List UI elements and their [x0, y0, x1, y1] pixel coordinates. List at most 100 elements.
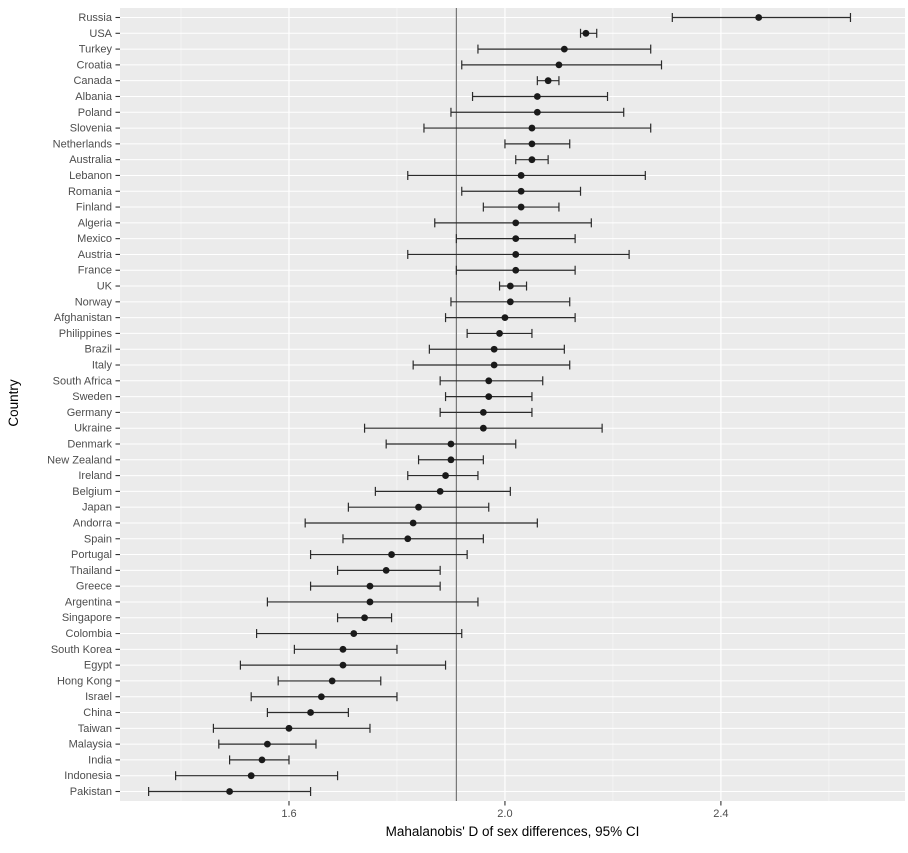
y-tick-label: Hong Kong	[57, 675, 112, 687]
y-tick-label: Russia	[78, 12, 113, 24]
y-tick-label: Albania	[75, 91, 113, 103]
data-point	[490, 361, 498, 369]
x-tick-label: 2.4	[713, 808, 728, 820]
data-point	[350, 630, 358, 637]
data-point	[258, 756, 266, 764]
y-tick-label: USA	[89, 28, 112, 40]
data-point	[404, 535, 412, 543]
data-point	[528, 124, 536, 132]
data-point	[533, 93, 541, 100]
data-point	[755, 14, 763, 21]
data-point	[479, 424, 487, 432]
y-tick-label: Brazil	[84, 344, 112, 356]
data-point	[409, 519, 417, 527]
data-point	[307, 709, 314, 716]
data-point	[512, 266, 520, 274]
y-tick-label: Lebanon	[69, 170, 112, 182]
data-point	[388, 551, 395, 558]
data-point	[366, 598, 374, 606]
y-tick-label: Canada	[73, 75, 112, 87]
y-tick-label: Italy	[92, 360, 113, 372]
y-tick-label: Austria	[78, 249, 113, 261]
y-tick-label: Ireland	[78, 470, 112, 482]
y-tick-label: Turkey	[79, 44, 113, 56]
data-point	[447, 440, 455, 448]
data-point	[285, 724, 293, 732]
y-tick-label: Spain	[84, 533, 112, 545]
y-tick-label: Thailand	[70, 565, 112, 577]
y-tick-label: Singapore	[62, 612, 112, 624]
y-tick-label: Mexico	[77, 233, 112, 245]
y-tick-label: Slovenia	[70, 123, 113, 135]
data-point	[533, 108, 541, 116]
y-tick-label: Pakistan	[70, 786, 112, 798]
y-tick-label: New Zealand	[47, 454, 112, 466]
data-point	[501, 314, 509, 322]
data-point	[555, 61, 563, 69]
data-point	[512, 219, 520, 227]
y-tick-label: France	[78, 265, 112, 277]
y-tick-label: Belgium	[72, 486, 112, 498]
y-tick-label: Portugal	[71, 549, 112, 561]
x-tick-label: 1.6	[281, 808, 296, 820]
data-point	[317, 693, 325, 701]
y-tick-label: Greece	[76, 581, 112, 593]
data-point	[496, 330, 503, 337]
data-point	[506, 282, 514, 290]
data-point	[415, 503, 422, 511]
data-point	[382, 566, 390, 574]
data-point	[560, 45, 568, 53]
y-tick-label: Algeria	[78, 217, 113, 229]
y-tick-label: Taiwan	[78, 723, 112, 735]
data-point	[485, 393, 493, 401]
y-tick-label: Poland	[78, 107, 112, 119]
data-point	[506, 298, 514, 306]
data-point	[517, 203, 525, 211]
y-tick-label: Romania	[68, 186, 113, 198]
y-tick-label: Philippines	[59, 328, 113, 340]
data-point	[328, 677, 336, 685]
y-tick-label: South Africa	[53, 375, 113, 387]
y-tick-label: Afghanistan	[54, 312, 112, 324]
x-axis-title: Mahalanobis' D of sex differences, 95% C…	[385, 824, 640, 839]
data-point	[544, 77, 552, 85]
y-tick-label: Colombia	[66, 628, 113, 640]
y-tick-label: Sweden	[72, 391, 112, 403]
y-tick-label: Croatia	[77, 59, 113, 71]
y-tick-label: China	[83, 707, 113, 719]
data-point	[226, 788, 233, 795]
y-tick-label: Netherlands	[53, 138, 113, 150]
data-point	[512, 235, 520, 243]
data-point	[512, 251, 520, 258]
y-tick-label: Denmark	[67, 438, 112, 450]
y-tick-label: Argentina	[65, 596, 113, 608]
y-tick-label: India	[88, 754, 113, 766]
data-point	[485, 377, 493, 385]
data-point	[263, 740, 271, 748]
x-tick-label: 2.0	[497, 808, 512, 820]
data-point	[517, 187, 525, 195]
y-tick-label: South Korea	[51, 644, 113, 656]
data-point	[247, 772, 255, 780]
data-point	[366, 582, 374, 590]
y-tick-label: Australia	[69, 154, 113, 166]
data-point	[582, 29, 590, 37]
data-point	[490, 345, 498, 353]
y-tick-label: Finland	[76, 202, 112, 214]
data-point	[339, 661, 347, 669]
y-tick-label: Egypt	[84, 660, 112, 672]
data-point	[447, 456, 455, 464]
data-point	[436, 487, 444, 495]
y-tick-label: UK	[97, 281, 113, 293]
y-tick-label: Andorra	[73, 517, 113, 529]
y-tick-label: Israel	[85, 691, 112, 703]
y-tick-label: Ukraine	[74, 423, 112, 435]
data-point	[517, 172, 525, 179]
y-tick-label: Norway	[75, 296, 113, 308]
y-tick-label: Indonesia	[64, 770, 113, 782]
data-point	[528, 156, 536, 164]
data-point	[361, 614, 368, 622]
data-point	[339, 645, 347, 653]
